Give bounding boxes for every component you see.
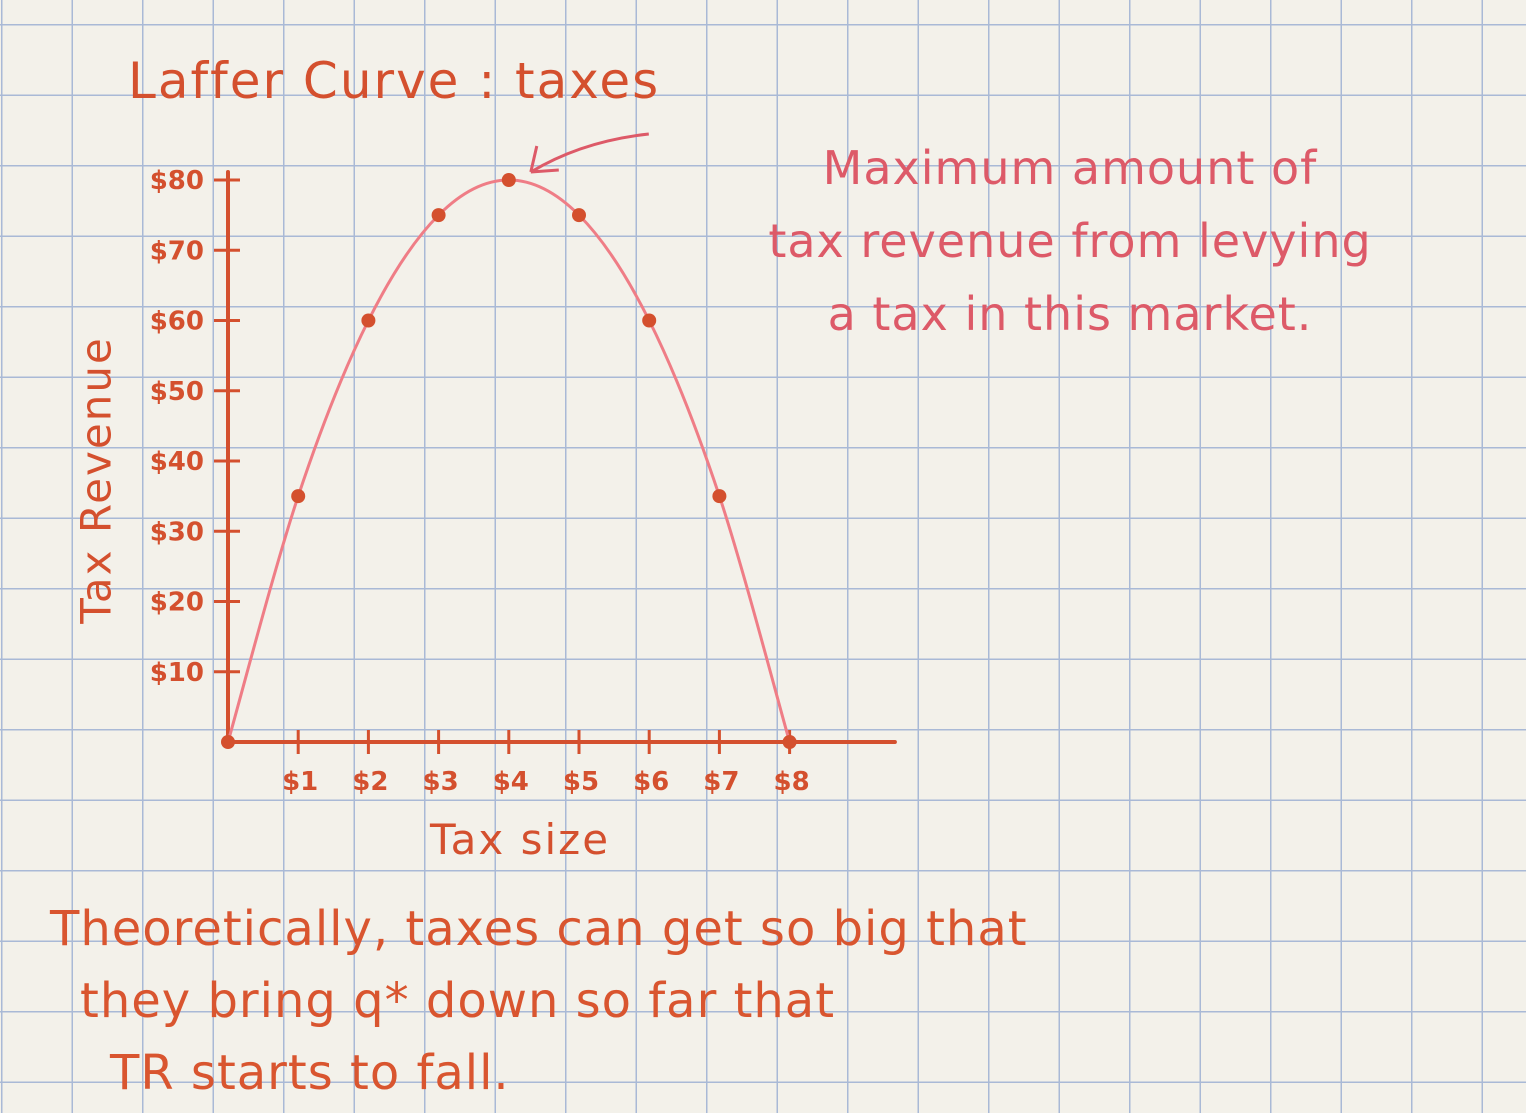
data-point	[361, 313, 376, 328]
chart-title: Laffer Curve : taxes	[128, 52, 661, 110]
data-point	[572, 208, 586, 223]
annotation-line: Maximum amount of	[822, 141, 1318, 195]
x-tick-label: $7	[703, 767, 739, 797]
y-tick-label: $20	[150, 588, 204, 618]
data-point	[782, 735, 797, 749]
chart-tick-labels: $1 $2 $3 $4 $5 $6 $7 $8 $10 $20 $30 $40 $50 $60 $70 $80	[150, 166, 810, 797]
annotation-line: tax revenue from levying	[768, 214, 1372, 268]
x-tick-label: $3	[423, 767, 459, 797]
y-tick-label: $80	[150, 166, 204, 196]
y-axis-label: Tax Revenue	[71, 336, 121, 624]
x-tick-label: $2	[352, 767, 388, 797]
x-tick-label: $6	[633, 767, 669, 797]
y-tick-label: $40	[150, 447, 204, 477]
y-tick-label: $60	[150, 307, 204, 337]
data-point	[221, 735, 235, 749]
x-tick-label: $5	[563, 767, 599, 797]
x-axis-label: Tax size	[429, 815, 611, 864]
data-point	[642, 313, 657, 328]
x-tick-label: $8	[774, 767, 810, 797]
y-tick-label: $10	[150, 658, 204, 688]
annotation-line: a tax in this market.	[827, 287, 1313, 341]
data-point	[712, 489, 727, 504]
note-line: Theoretically, taxes can get so big that	[50, 901, 1028, 957]
max-revenue-annotation: Maximum amount of tax revenue from levyi…	[640, 132, 1500, 351]
data-point	[501, 173, 516, 187]
data-point	[291, 489, 306, 504]
y-tick-label: $70	[150, 236, 204, 266]
note-line: TR starts to fall.	[110, 1045, 510, 1101]
annotation-arrow	[529, 132, 649, 174]
x-tick-label: $4	[493, 767, 529, 797]
chart-ticks	[214, 178, 792, 754]
explanatory-note: Theoretically, taxes can get so big that…	[50, 893, 1490, 1109]
data-point	[431, 208, 446, 223]
y-tick-label: $50	[150, 377, 204, 407]
chart-points	[221, 173, 797, 749]
note-line: they bring q* down so far that	[80, 973, 836, 1029]
x-tick-label: $1	[282, 767, 318, 797]
y-tick-label: $30	[150, 517, 204, 547]
